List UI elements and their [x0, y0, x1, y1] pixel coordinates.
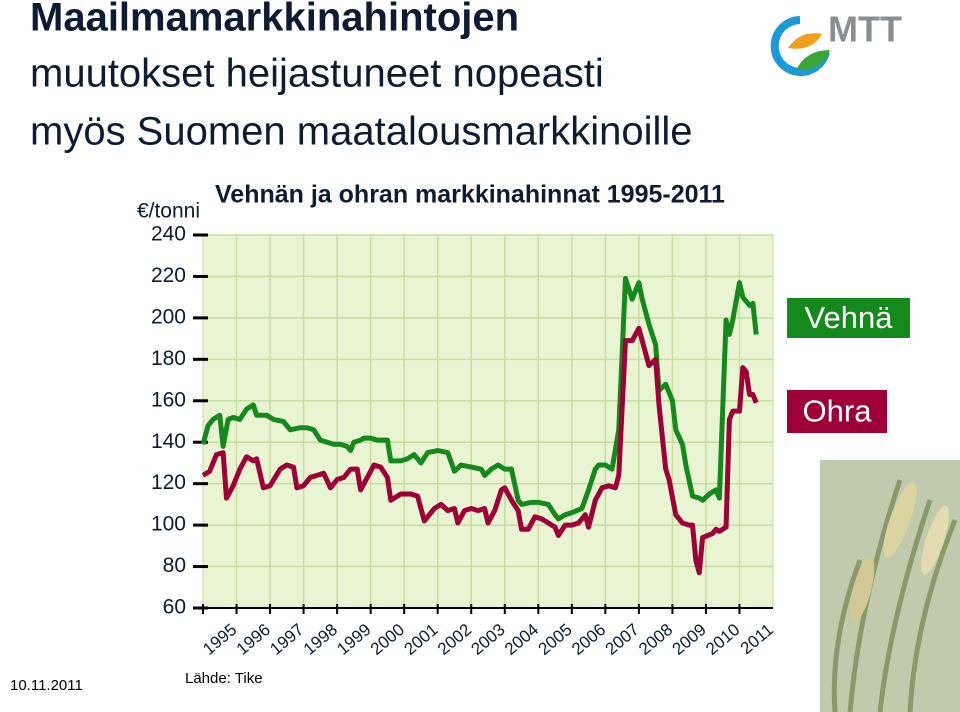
x-tick-label: 2005 — [535, 620, 576, 659]
x-tick-label: 1996 — [233, 620, 274, 659]
x-tick-label: 2009 — [669, 620, 710, 659]
y-tick-label: 120 — [151, 471, 186, 494]
source: Lähde: Tike — [185, 670, 263, 687]
x-tick-label: 1998 — [300, 620, 341, 659]
legend-box — [787, 298, 910, 338]
x-tick-label: 2003 — [467, 620, 508, 659]
x-tick-label: 2010 — [702, 620, 743, 659]
chart-title: Vehnän ja ohran markkinahinnat 1995-2011 — [215, 181, 725, 209]
slide-title-line: muutokset heijastuneet nopeasti — [30, 52, 604, 96]
wheat-image — [820, 460, 960, 712]
x-tick-label: 2002 — [434, 620, 475, 659]
y-tick-label: 220 — [151, 264, 186, 287]
legend-box — [787, 390, 887, 433]
x-tick-label: 2006 — [568, 620, 609, 659]
x-tick-label: 1995 — [199, 620, 240, 659]
plot-area — [202, 234, 774, 609]
y-tick-label: 240 — [151, 223, 186, 246]
slide-title-line: Maailmamarkkinahintojen — [30, 0, 519, 40]
logo-leaf — [796, 50, 830, 71]
x-tick-label: 2004 — [501, 620, 542, 659]
x-tick-label: 1997 — [266, 620, 307, 659]
x-tick-label: 2000 — [367, 620, 408, 659]
date: 10.11.2011 — [10, 677, 83, 694]
slide-title-line: myös Suomen maatalousmarkkinoille — [30, 110, 693, 154]
y-tick-label: 80 — [163, 554, 186, 577]
x-tick-label: 2001 — [400, 620, 441, 659]
y-tick-label: 60 — [163, 596, 186, 619]
wheat-bg — [820, 460, 960, 712]
series-line — [201, 325, 759, 576]
wheat-ear — [849, 557, 875, 623]
y-tick-label: 160 — [151, 388, 186, 411]
x-tick-label: 1999 — [333, 620, 374, 659]
wheat-ear — [883, 482, 917, 558]
logo-text: MTT — [828, 9, 902, 50]
x-tick-label: 2011 — [737, 620, 777, 658]
x-tick-label: 2007 — [602, 620, 643, 659]
logo: MTT — [770, 9, 902, 76]
logo-leaf — [788, 33, 822, 49]
wheat-ear — [920, 505, 950, 575]
y-axis-label: €/tonni — [137, 200, 200, 223]
legend-label: Vehnä — [805, 300, 894, 335]
series-line — [200, 276, 759, 522]
legend-label: Ohra — [803, 394, 873, 429]
x-tick-label: 2008 — [635, 620, 676, 659]
y-tick-label: 180 — [151, 347, 186, 370]
y-tick-label: 200 — [151, 305, 186, 328]
y-tick-label: 140 — [151, 430, 186, 453]
y-tick-label: 100 — [151, 513, 186, 536]
